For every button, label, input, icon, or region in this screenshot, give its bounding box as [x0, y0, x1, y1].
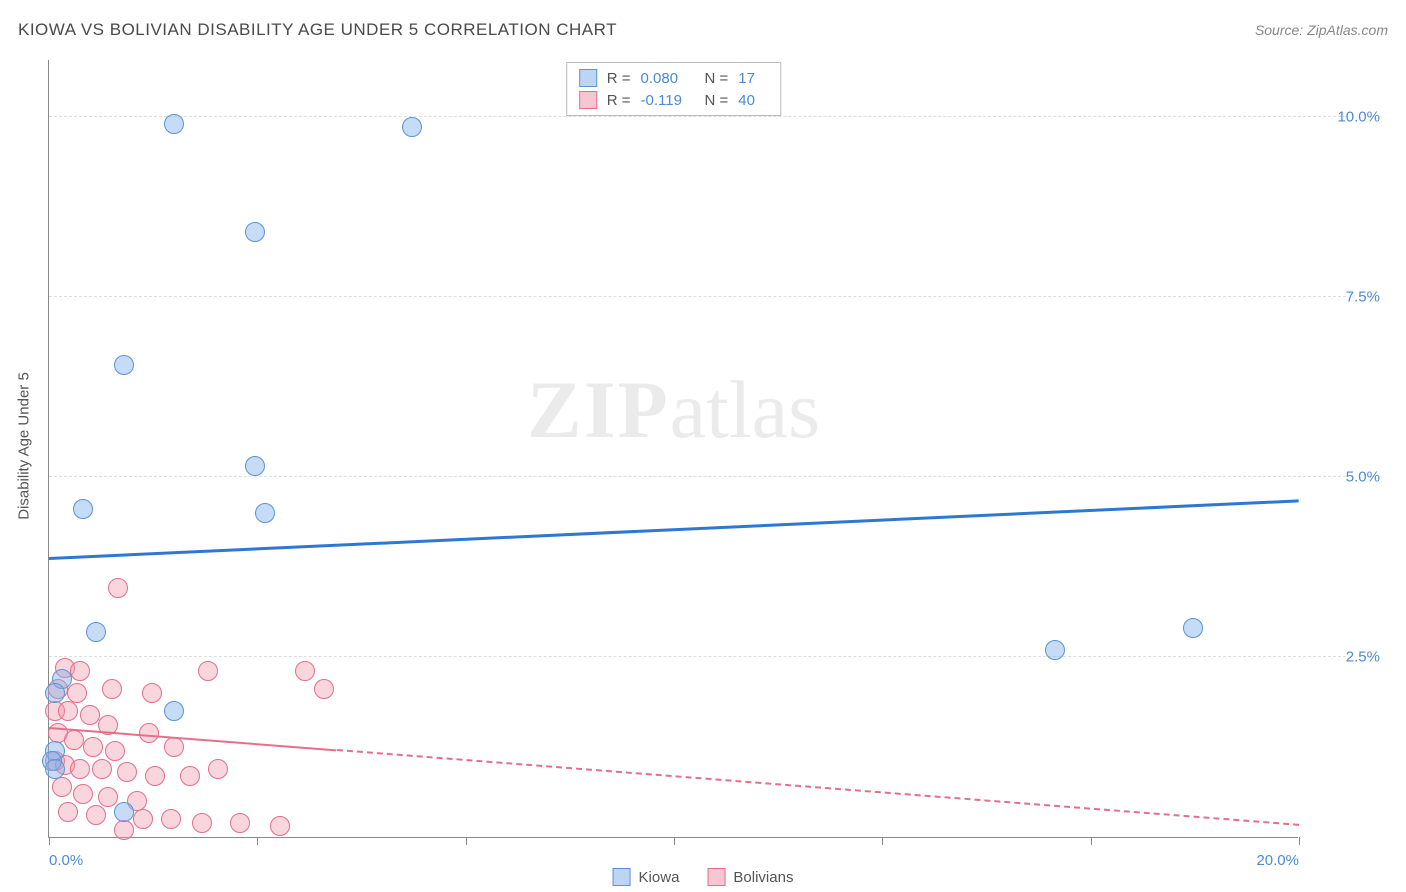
- y-tick-label: 5.0%: [1310, 468, 1380, 485]
- data-point: [114, 820, 134, 840]
- data-point: [92, 759, 112, 779]
- data-point: [161, 809, 181, 829]
- data-point: [270, 816, 290, 836]
- x-tick-label: 0.0%: [49, 852, 83, 869]
- x-tick: [257, 837, 258, 845]
- watermark-bold: ZIP: [527, 364, 670, 455]
- data-point: [402, 117, 422, 137]
- data-point: [114, 802, 134, 822]
- chart-header: KIOWA VS BOLIVIAN DISABILITY AGE UNDER 5…: [18, 20, 1388, 40]
- data-point: [1045, 640, 1065, 660]
- x-tick: [49, 837, 50, 845]
- legend-item: Kiowa: [613, 868, 680, 886]
- data-point: [192, 813, 212, 833]
- data-point: [145, 766, 165, 786]
- stats-legend-box: R = 0.080 N = 17 R = -0.119 N = 40: [566, 62, 782, 116]
- data-point: [102, 679, 122, 699]
- data-point: [52, 777, 72, 797]
- data-point: [80, 705, 100, 725]
- data-point: [73, 499, 93, 519]
- data-point: [73, 784, 93, 804]
- data-point: [117, 762, 137, 782]
- y-axis-label: Disability Age Under 5: [16, 372, 33, 520]
- data-point: [198, 661, 218, 681]
- y-tick-label: 7.5%: [1310, 288, 1380, 305]
- x-tick: [1091, 837, 1092, 845]
- stat-n-label: N =: [705, 92, 729, 109]
- legend-item: Bolivians: [707, 868, 793, 886]
- data-point: [86, 622, 106, 642]
- data-point: [45, 759, 65, 779]
- data-point: [64, 730, 84, 750]
- data-point: [58, 701, 78, 721]
- data-point: [70, 759, 90, 779]
- data-point: [58, 802, 78, 822]
- gridline: [49, 656, 1346, 657]
- data-point: [67, 683, 87, 703]
- data-point: [133, 809, 153, 829]
- stats-row: R = 0.080 N = 17: [579, 67, 769, 89]
- data-point: [164, 701, 184, 721]
- data-point: [114, 355, 134, 375]
- stat-r-value: -0.119: [641, 92, 695, 109]
- data-point: [295, 661, 315, 681]
- x-tick: [466, 837, 467, 845]
- legend-label: Bolivians: [733, 869, 793, 886]
- x-tick-label: 20.0%: [1256, 852, 1299, 869]
- legend-swatch: [579, 91, 597, 109]
- data-point: [314, 679, 334, 699]
- data-point: [255, 503, 275, 523]
- chart-title: KIOWA VS BOLIVIAN DISABILITY AGE UNDER 5…: [18, 20, 617, 40]
- legend-swatch: [613, 868, 631, 886]
- gridline: [49, 296, 1346, 297]
- stat-r-label: R =: [607, 70, 631, 87]
- legend-swatch: [707, 868, 725, 886]
- data-point: [245, 222, 265, 242]
- data-point: [86, 805, 106, 825]
- x-tick: [1299, 837, 1300, 845]
- stat-r-label: R =: [607, 92, 631, 109]
- stat-r-value: 0.080: [641, 70, 695, 87]
- trend-line: [336, 749, 1299, 826]
- stats-row: R = -0.119 N = 40: [579, 89, 769, 111]
- data-point: [164, 114, 184, 134]
- watermark-rest: atlas: [670, 364, 820, 455]
- data-point: [70, 661, 90, 681]
- data-point: [208, 759, 228, 779]
- y-tick-label: 2.5%: [1310, 648, 1380, 665]
- watermark: ZIPatlas: [527, 363, 820, 457]
- stat-n-label: N =: [705, 70, 729, 87]
- gridline: [49, 476, 1346, 477]
- data-point: [1183, 618, 1203, 638]
- gridline: [49, 116, 1346, 117]
- data-point: [245, 456, 265, 476]
- data-point: [180, 766, 200, 786]
- x-tick: [882, 837, 883, 845]
- plot-area: ZIPatlas R =0.080N =17R =-0.119N =40 2.5…: [48, 60, 1298, 838]
- chart-source: Source: ZipAtlas.com: [1255, 22, 1388, 38]
- data-point: [108, 578, 128, 598]
- data-point: [139, 723, 159, 743]
- trend-line: [49, 499, 1299, 560]
- legend-label: Kiowa: [639, 869, 680, 886]
- stat-n-value: 17: [738, 70, 768, 87]
- data-point: [142, 683, 162, 703]
- data-point: [230, 813, 250, 833]
- data-point: [105, 741, 125, 761]
- legend-swatch: [579, 69, 597, 87]
- y-tick-label: 10.0%: [1310, 108, 1380, 125]
- data-point: [83, 737, 103, 757]
- series-legend: Kiowa Bolivians: [613, 868, 794, 886]
- stat-n-value: 40: [738, 92, 768, 109]
- data-point: [164, 737, 184, 757]
- x-tick: [674, 837, 675, 845]
- data-point: [45, 683, 65, 703]
